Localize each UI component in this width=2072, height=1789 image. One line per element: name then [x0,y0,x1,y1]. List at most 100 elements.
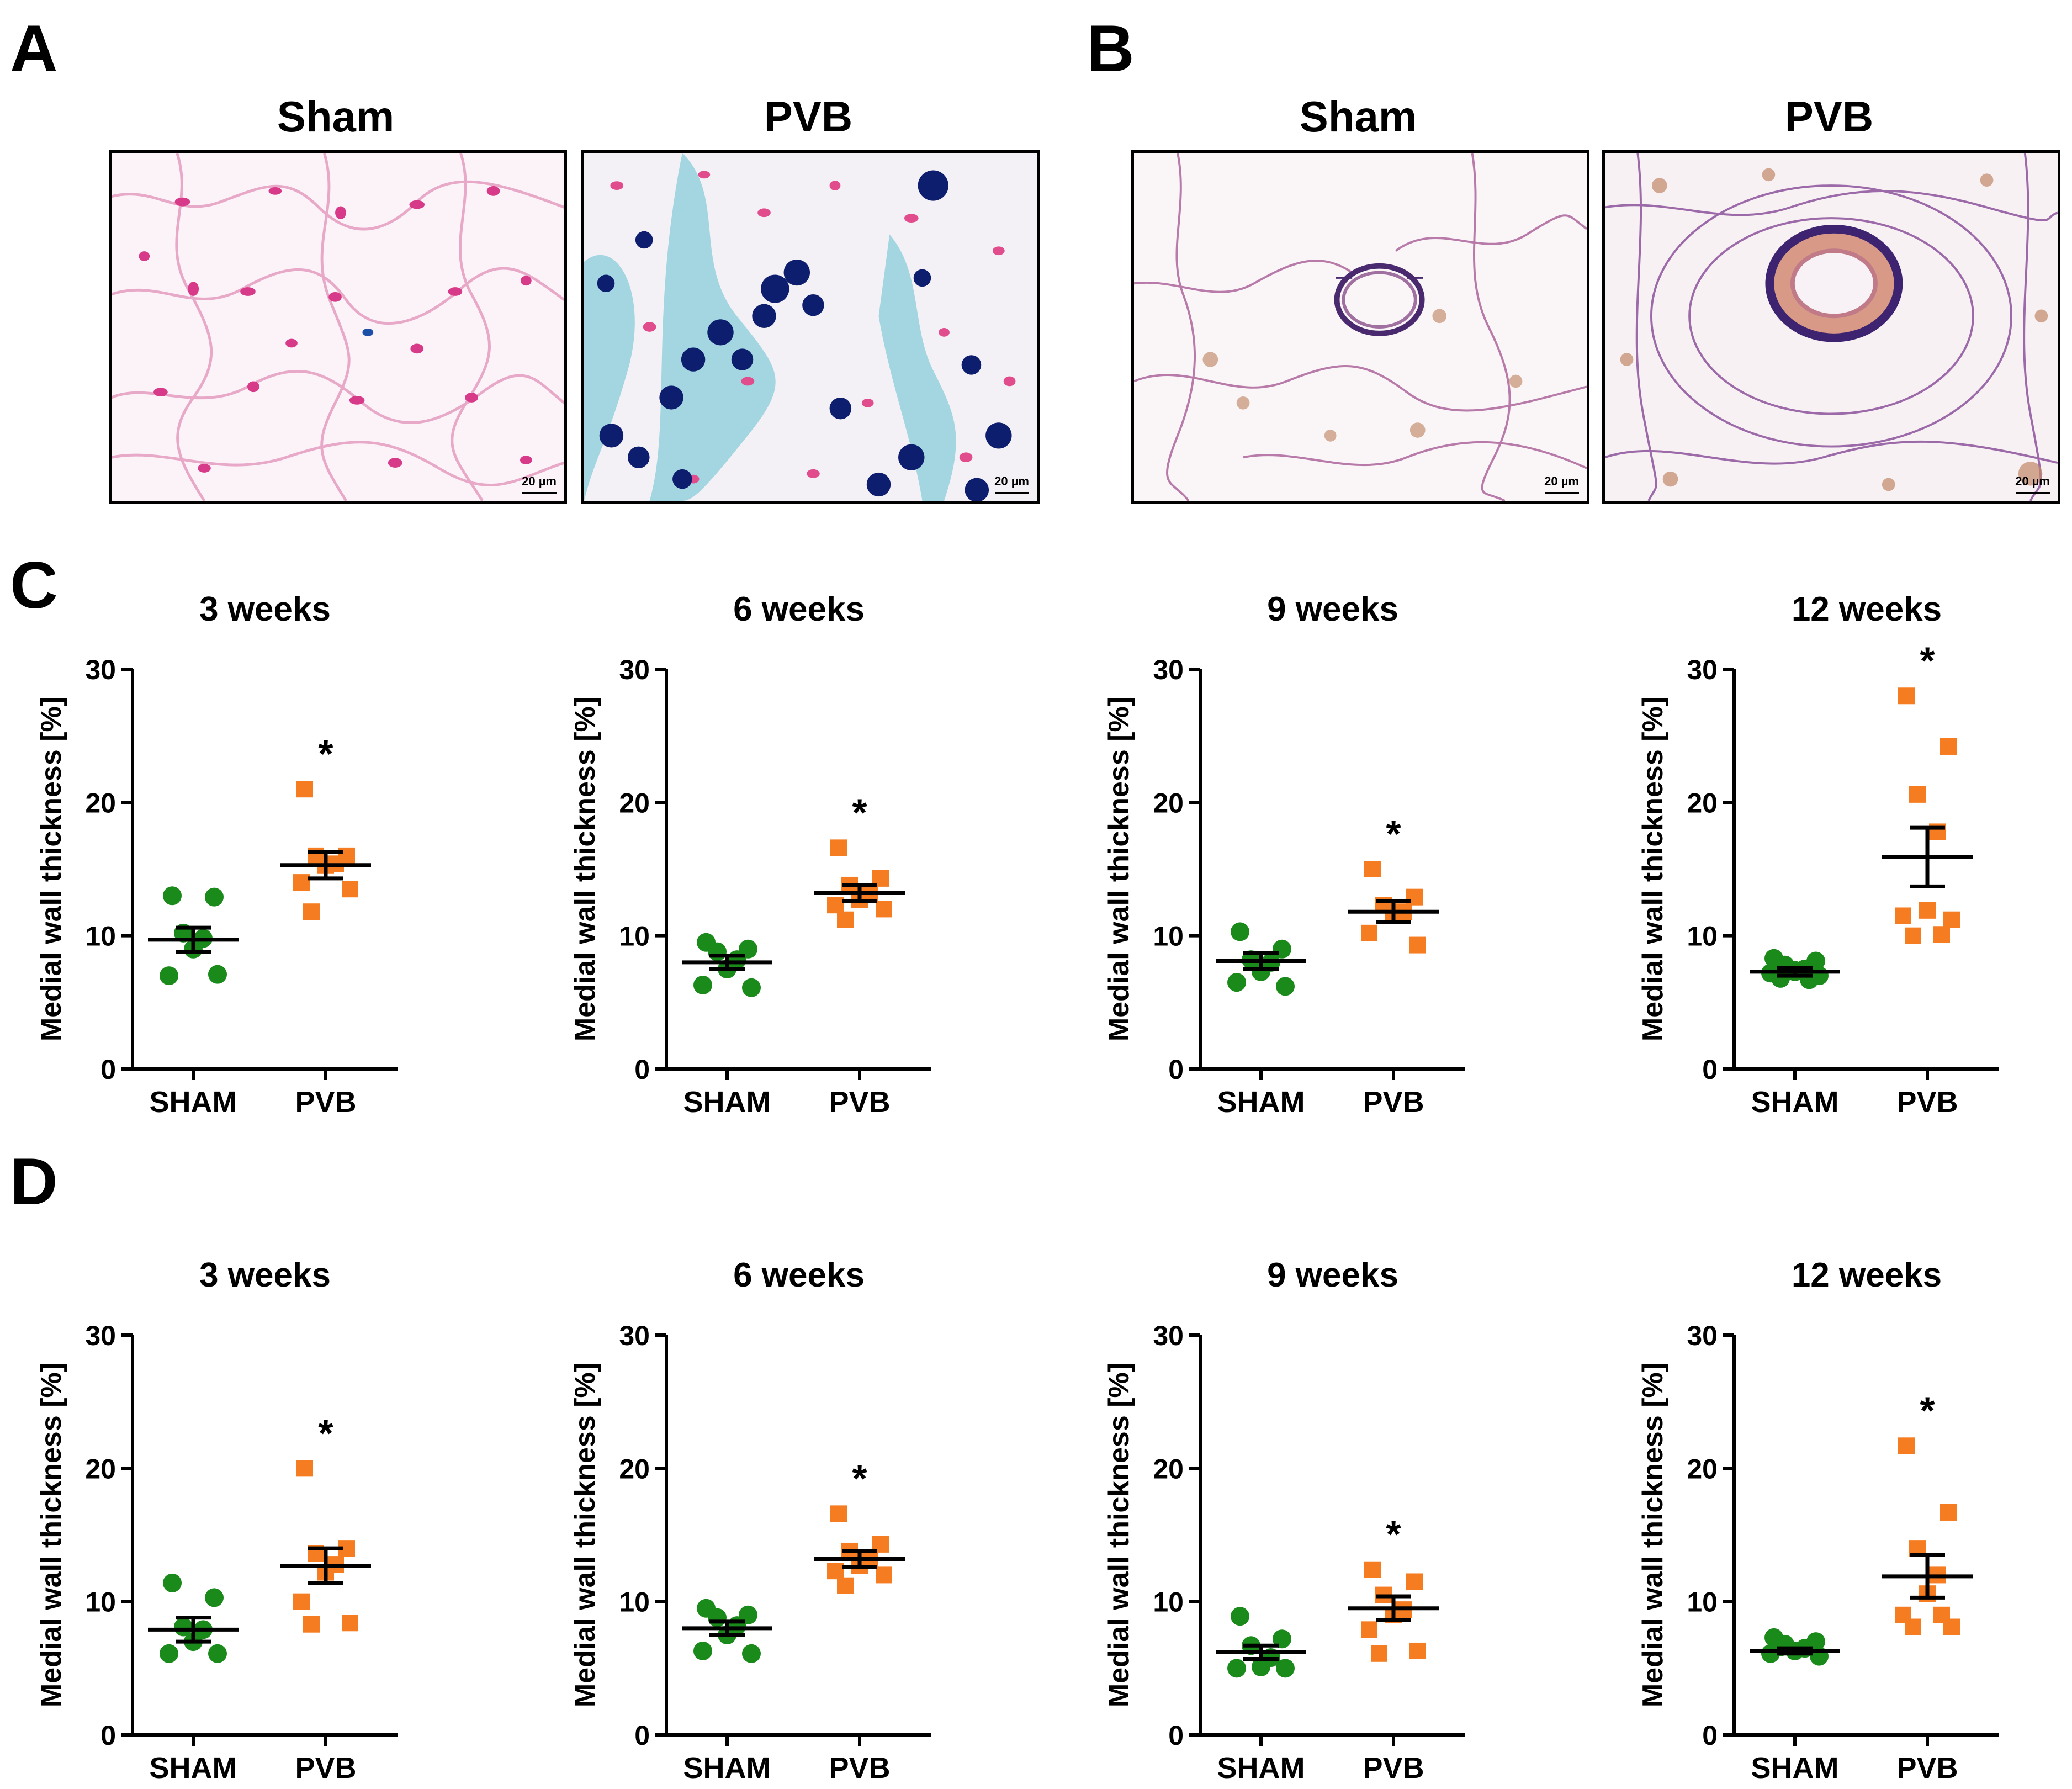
x-tick-label: PVB [1896,1751,1958,1785]
panel-label-b: B [1087,12,1135,86]
data-point-pvb [1909,786,1926,803]
data-point-sham [163,1573,182,1592]
x-tick-label: SHAM [150,1751,237,1785]
micrograph-title-b-pvb: PVB [1784,92,1874,141]
y-tick-label: 20 [1687,1453,1718,1484]
y-axis-label: Medial wall thickness [%] [569,697,601,1041]
y-tick-label: 0 [634,1054,650,1085]
y-axis-label: Medial wall thickness [%] [35,697,67,1041]
x-tick-label: SHAM [150,1086,237,1119]
y-tick-label: 10 [85,1587,116,1618]
data-point-pvb [1940,738,1957,755]
x-tick-label: SHAM [1751,1751,1839,1785]
data-point-sham [1231,922,1249,941]
data-point-pvb [876,1566,892,1584]
data-point-sham [1231,1607,1249,1626]
x-tick-label: SHAM [1217,1751,1305,1785]
data-point-sham [1252,962,1270,981]
micrograph-b-sham: 20 µm [1131,150,1589,504]
data-point-pvb [1361,924,1377,941]
y-axis-label: Medial wall thickness [%] [1103,1363,1135,1707]
plot-title: 12 weeks [1792,590,1942,628]
data-point-pvb [1933,1606,1950,1623]
plot-title: 3 weeks [199,590,331,628]
significance-star: * [852,791,867,834]
y-tick-label: 20 [1153,1453,1184,1484]
x-tick-label: PVB [1896,1086,1958,1119]
data-point-pvb [1905,927,1921,944]
y-tick-label: 30 [1687,1320,1718,1351]
scale-bar-label: 20 µm [2015,474,2050,488]
data-point-pvb [1898,687,1915,705]
alveoli-sham-image [112,153,564,501]
data-point-pvb [876,901,892,918]
x-tick-label: PVB [1363,1751,1424,1785]
x-tick-label: PVB [295,1086,356,1119]
scale-bar-label: 20 µm [1544,474,1579,488]
micrograph-title-a-sham: Sham [277,92,395,141]
data-point-sham [163,886,182,906]
data-point-sham [174,1617,193,1637]
y-tick-label: 0 [1168,1054,1184,1085]
data-point-sham [1276,1659,1295,1678]
panel-label-c: C [10,548,58,622]
x-tick-label: SHAM [1751,1086,1839,1119]
significance-star: * [852,1457,867,1500]
vessel-pvb-image [1605,153,2058,501]
y-tick-label: 30 [1687,654,1718,685]
panel-label-a: A [10,12,58,86]
data-point-sham [708,942,727,961]
y-tick-label: 30 [619,1320,650,1351]
x-tick-label: SHAM [1217,1086,1305,1119]
vessel-sham-image [1134,153,1587,501]
micrograph-title-a-pvb: PVB [764,92,853,141]
y-axis-label: Medial wall thickness [%] [1637,1363,1669,1707]
y-tick-label: 20 [1153,787,1184,818]
data-point-sham [708,1608,727,1627]
significance-star: * [1386,1513,1401,1556]
y-axis-label: Medial wall thickness [%] [35,1363,67,1707]
data-point-pvb [1364,861,1381,877]
y-axis-label: Medial wall thickness [%] [569,1363,601,1707]
plot-title: 9 weeks [1267,590,1398,628]
data-point-sham [205,887,224,907]
data-point-sham [693,1641,712,1660]
y-tick-label: 0 [1702,1720,1718,1751]
data-point-pvb [1409,1642,1426,1659]
scale-bar-label: 20 µm [522,474,557,488]
y-tick-label: 10 [1153,1587,1184,1618]
significance-star: * [318,732,333,775]
x-tick-label: PVB [829,1086,890,1119]
data-point-pvb [827,1563,844,1580]
plot-title: 6 weeks [733,1256,865,1294]
significance-star: * [1386,812,1401,855]
y-tick-label: 20 [85,787,116,818]
data-point-sham [160,966,178,986]
data-point-pvb [342,1615,358,1632]
y-tick-label: 20 [85,1453,116,1484]
y-tick-label: 10 [1687,1587,1718,1618]
y-tick-label: 0 [1168,1720,1184,1751]
data-point-pvb [1409,936,1426,954]
data-point-sham [1227,973,1246,992]
scale-bar [2016,492,2050,494]
data-point-pvb [1898,1437,1915,1454]
data-point-pvb [830,1505,847,1522]
y-tick-label: 30 [85,1320,116,1351]
data-point-pvb [303,903,320,920]
micrograph-a-sham: 20 µm [109,150,567,504]
micrograph-a-pvb: 20 µm [581,150,1040,504]
y-tick-label: 0 [100,1054,116,1085]
y-tick-label: 20 [619,787,650,818]
plot-title: 9 weeks [1267,1256,1398,1294]
data-point-sham [1227,1659,1246,1678]
data-point-pvb [1943,911,1960,928]
data-point-sham [1771,968,1790,988]
data-point-pvb [1895,907,1911,924]
y-tick-label: 10 [1153,921,1184,952]
y-tick-label: 30 [619,654,650,685]
data-point-pvb [1905,1618,1921,1635]
data-point-pvb [296,781,313,798]
data-point-sham [1273,1629,1291,1649]
